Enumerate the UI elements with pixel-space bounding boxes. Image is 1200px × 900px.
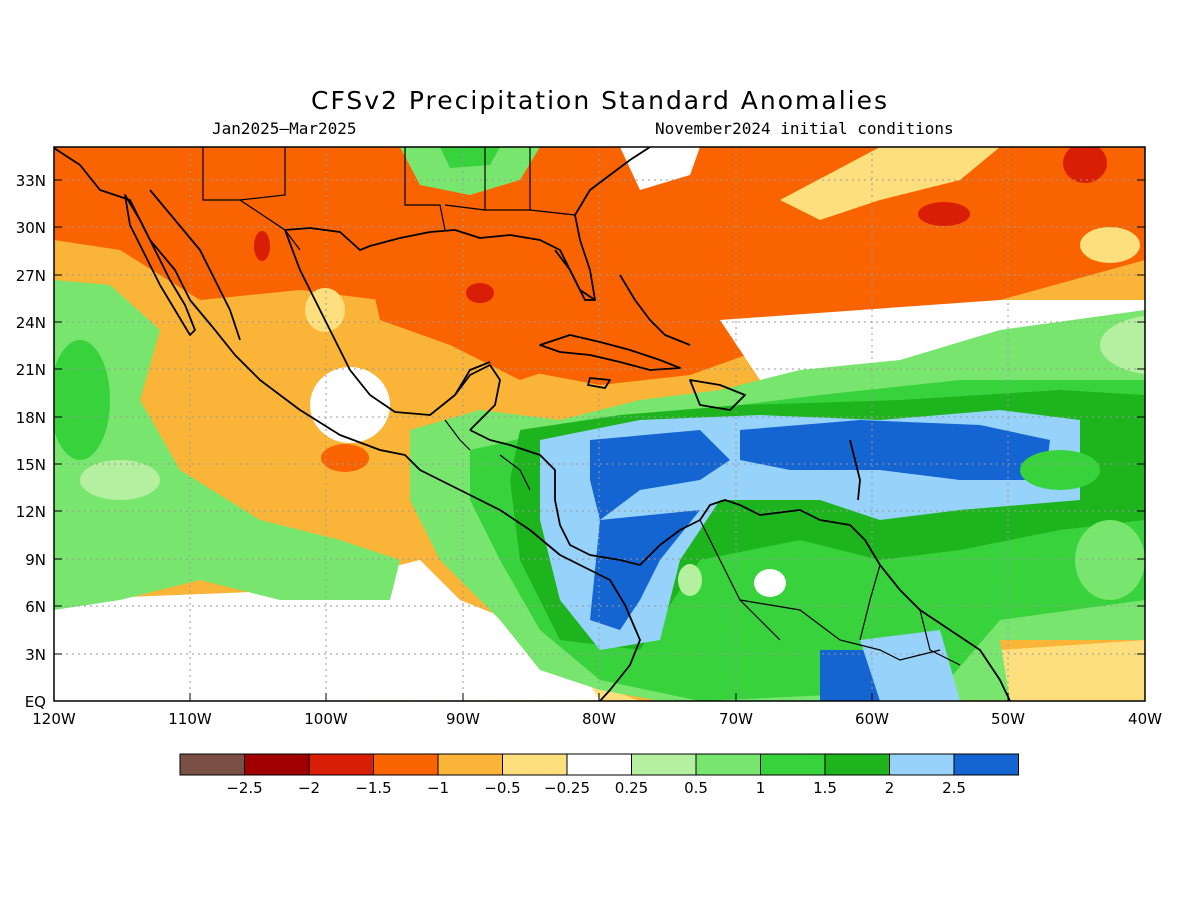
colorbar-swatch — [631, 753, 697, 776]
colorbar-label: −1 — [427, 779, 449, 797]
colorbar-label: −1.5 — [355, 779, 391, 797]
colorbar-swatch — [244, 753, 310, 776]
y-tick-label: 15N — [16, 456, 46, 474]
y-tick-label: 12N — [16, 503, 46, 521]
initial-conditions-label: November2024 initial conditions — [655, 119, 954, 138]
colorbar-labels: −2.5 −2 −1.5 −1 −0.5 −0.25 0.25 0.5 1 1.5 2 2.5 — [226, 779, 966, 797]
colorbar-label: 1 — [756, 779, 766, 797]
x-tick-label: 50W — [991, 710, 1025, 728]
colorbar-swatch — [502, 753, 568, 776]
x-tick-label: 40W — [1128, 710, 1162, 728]
anomaly-field — [54, 147, 1145, 701]
colorbar-swatch — [695, 753, 761, 776]
y-tick-label: 3N — [25, 646, 46, 664]
x-tick-label: 100W — [304, 710, 348, 728]
colorbar-swatch — [566, 753, 632, 776]
y-tick-label: EQ — [25, 693, 46, 711]
x-tick-label: 60W — [855, 710, 889, 728]
colorbar-label: −0.25 — [544, 779, 590, 797]
x-tick-label: 90W — [446, 710, 480, 728]
political-borders — [202, 147, 961, 666]
colorbar-swatch — [953, 753, 1019, 776]
colorbar-label: −0.5 — [484, 779, 520, 797]
y-tick-label: 6N — [25, 598, 46, 616]
colorbar-swatch — [179, 753, 245, 776]
colorbar-swatch — [824, 753, 890, 776]
x-tick-label: 80W — [582, 710, 616, 728]
colorbar-label: 2.5 — [942, 779, 966, 797]
y-tick-label: 30N — [16, 219, 46, 237]
y-tick-label: 27N — [16, 267, 46, 285]
colorbar-swatch — [760, 753, 826, 776]
colorbar — [179, 753, 1019, 776]
coastlines — [54, 147, 1011, 701]
y-tick-label: 18N — [16, 409, 46, 427]
colorbar-label: −2.5 — [226, 779, 262, 797]
colorbar-label: 0.25 — [615, 779, 648, 797]
very-high-anomaly-caribbean — [740, 420, 1050, 480]
positive-anomaly-pacific — [54, 280, 400, 610]
y-tick-label: 21N — [16, 361, 46, 379]
colorbar-label: −2 — [298, 779, 320, 797]
x-tick-label: 110W — [168, 710, 212, 728]
colorbar-label: 0.5 — [684, 779, 708, 797]
y-tick-label: 33N — [16, 172, 46, 190]
strong-dry-atlantic — [918, 202, 970, 226]
colorbar-label: 1.5 — [813, 779, 837, 797]
colorbar-swatch — [373, 753, 439, 776]
map-title: CFSv2 Precipitation Standard Anomalies — [310, 86, 889, 115]
x-tick-label: 70W — [719, 710, 753, 728]
forecast-period: Jan2025–Mar2025 — [212, 119, 357, 138]
colorbar-swatch — [308, 753, 374, 776]
y-tick-label: 24N — [16, 314, 46, 332]
x-tick-label: 120W — [32, 710, 76, 728]
colorbar-swatch — [889, 753, 955, 776]
colorbar-label: 2 — [885, 779, 895, 797]
lat-lon-grid — [54, 147, 1145, 701]
y-tick-label: 9N — [25, 551, 46, 569]
colorbar-swatch — [437, 753, 503, 776]
